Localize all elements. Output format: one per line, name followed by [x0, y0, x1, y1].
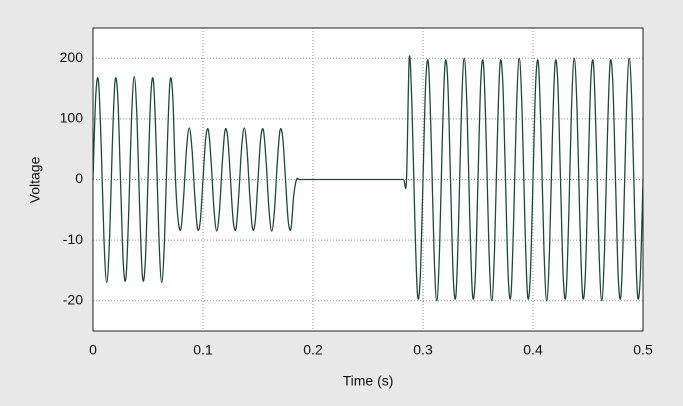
- y-tick-label: 0: [75, 170, 83, 186]
- x-tick-label: 0.1: [193, 342, 213, 358]
- x-tick-label: 0.3: [413, 342, 433, 358]
- x-tick-label: 0: [89, 342, 97, 358]
- y-tick-label: -10: [63, 231, 83, 247]
- y-tick-label: 200: [60, 49, 84, 65]
- voltage-line: [92, 55, 644, 302]
- y-tick-label: -20: [63, 291, 83, 307]
- x-axis-label: Time (s): [343, 373, 394, 389]
- y-axis-label: Voltage: [27, 156, 43, 203]
- y-tick-label: 100: [60, 110, 84, 126]
- x-tick-label: 0.5: [633, 342, 653, 358]
- x-tick-label: 0.2: [303, 342, 323, 358]
- x-tick-label: 0.4: [523, 342, 543, 358]
